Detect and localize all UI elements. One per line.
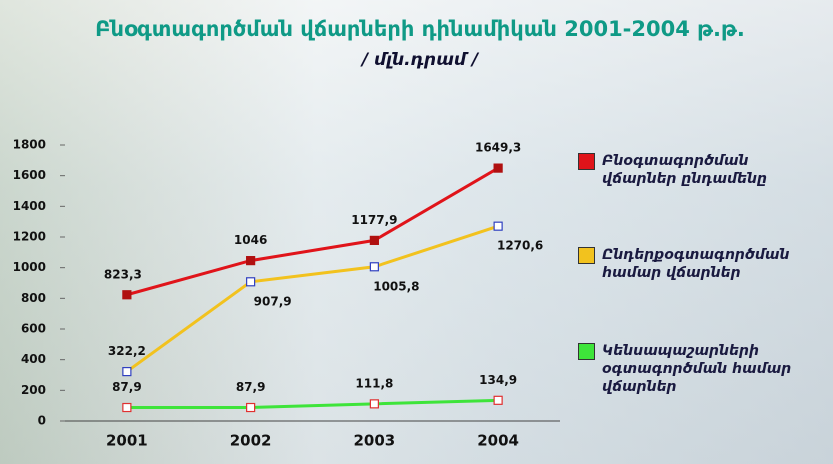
marker [246, 402, 256, 413]
legend-swatch [578, 153, 595, 170]
y-tick-label: 600 [21, 322, 46, 336]
marker [369, 262, 379, 272]
data-label: 1177,9 [351, 213, 397, 227]
data-label: 87,9 [236, 380, 266, 394]
x-tick-label: 2004 [477, 432, 519, 450]
y-tick-label: 1000 [13, 260, 46, 274]
marker [493, 163, 503, 173]
series-line [126, 398, 499, 410]
data-label: 907,9 [254, 294, 292, 308]
data-label: 1649,3 [475, 141, 521, 155]
y-tick-label: 0 [38, 414, 46, 428]
y-tick-label: 1200 [13, 230, 46, 244]
marker [122, 402, 132, 413]
data-label: 87,9 [112, 380, 142, 394]
y-tick-label: 1800 [13, 138, 46, 152]
data-label: 111,8 [355, 376, 393, 390]
marker [493, 221, 503, 231]
data-label: 1046 [234, 233, 267, 247]
y-tick-label: 200 [21, 383, 46, 397]
chart-title: Բնօգտագործման վճարների դինամիկան 2001-20… [95, 17, 745, 41]
marker [246, 277, 256, 287]
x-tick-label: 2003 [354, 432, 396, 450]
data-label: 322,2 [108, 344, 146, 358]
series-line [126, 166, 499, 297]
x-tick-label: 2001 [106, 432, 148, 450]
y-tick-label: 1400 [13, 199, 46, 213]
series-line [125, 224, 499, 373]
legend-swatch [578, 247, 595, 264]
marker [122, 366, 132, 377]
x-tick-label: 2002 [230, 432, 272, 450]
legend-label: Բնօգտագործման վճարներ ընդամենը [602, 153, 767, 187]
marker [122, 290, 132, 300]
legend-swatch [578, 343, 595, 360]
data-label: 823,3 [104, 267, 142, 281]
chart-subtitle: / մլն.դրամ / [360, 50, 480, 70]
y-tick-label: 800 [21, 291, 46, 305]
marker [369, 235, 379, 245]
marker [246, 256, 256, 266]
marker [493, 395, 503, 405]
data-label: 1005,8 [373, 279, 419, 293]
data-label: 1270,6 [497, 239, 543, 253]
marker [369, 399, 379, 409]
y-tick-label: 1600 [13, 168, 46, 182]
y-tick-label: 400 [21, 352, 46, 366]
data-label: 134,9 [479, 373, 517, 387]
legend-label: Կենսապաշարների օգտագործման համար վճարներ [602, 343, 792, 395]
legend-label: Ընդերքօգտագործման համար վճարներ [602, 247, 790, 281]
